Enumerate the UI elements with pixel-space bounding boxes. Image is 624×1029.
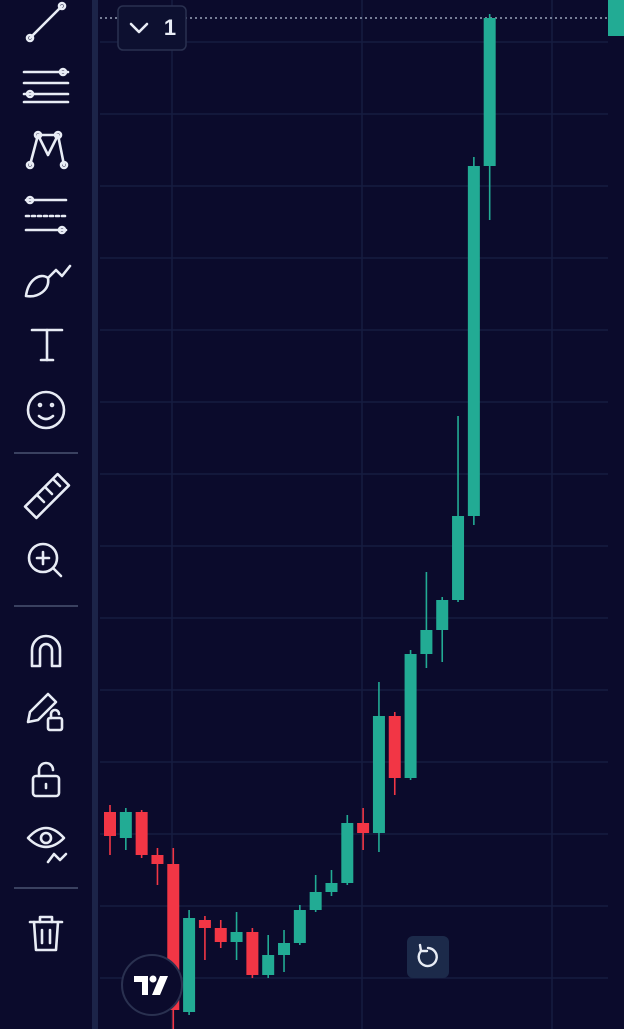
candle-body bbox=[262, 955, 275, 975]
reset-view-button[interactable] bbox=[407, 936, 449, 978]
grid bbox=[100, 0, 608, 1029]
candle-body bbox=[436, 600, 449, 630]
interval-badge[interactable]: 1 bbox=[117, 5, 187, 51]
horizontal-lines-tool[interactable] bbox=[22, 67, 70, 104]
ruler-tool[interactable] bbox=[23, 472, 71, 520]
candle-body bbox=[119, 812, 132, 838]
candle-body bbox=[198, 920, 211, 928]
emoji-tool[interactable] bbox=[26, 390, 66, 430]
pattern-tool[interactable] bbox=[25, 130, 69, 170]
badge-frame bbox=[117, 5, 187, 51]
candle-body bbox=[404, 654, 417, 778]
candles bbox=[104, 14, 496, 1029]
visibility-tool[interactable] bbox=[26, 826, 68, 864]
lock-drawings-tool[interactable] bbox=[26, 692, 64, 732]
candle-body bbox=[467, 166, 480, 516]
candle-body bbox=[278, 943, 291, 955]
logo[interactable] bbox=[121, 954, 183, 1016]
candle-body bbox=[452, 516, 465, 600]
lock-tool[interactable] bbox=[31, 761, 61, 798]
toolbar bbox=[14, 1, 78, 952]
text-tool[interactable] bbox=[30, 328, 64, 362]
candle-body bbox=[246, 932, 259, 975]
candle-body bbox=[325, 883, 338, 892]
candle-body bbox=[388, 716, 401, 778]
candle-body bbox=[151, 855, 164, 864]
candle-body bbox=[214, 928, 227, 942]
candle-body bbox=[183, 918, 196, 1012]
candle-body bbox=[341, 823, 354, 883]
candle-body bbox=[309, 892, 322, 910]
candle-body bbox=[483, 18, 496, 166]
badge-count: 1 bbox=[164, 15, 176, 40]
candle-body bbox=[372, 716, 385, 833]
zoom-tool[interactable] bbox=[27, 542, 63, 578]
fib-tool[interactable] bbox=[24, 195, 68, 235]
candle-body bbox=[135, 812, 148, 855]
candle-body bbox=[357, 823, 370, 833]
candle-body bbox=[420, 630, 433, 654]
magnet-tool[interactable] bbox=[30, 634, 62, 668]
delete-tool[interactable] bbox=[28, 915, 64, 952]
chevron bbox=[129, 22, 149, 34]
trend-line-tool[interactable] bbox=[25, 1, 67, 43]
candle-body bbox=[293, 910, 306, 943]
candle-body bbox=[104, 812, 116, 836]
price-marker bbox=[608, 0, 624, 36]
candle-body bbox=[230, 932, 243, 942]
brush-tool[interactable] bbox=[24, 264, 72, 298]
